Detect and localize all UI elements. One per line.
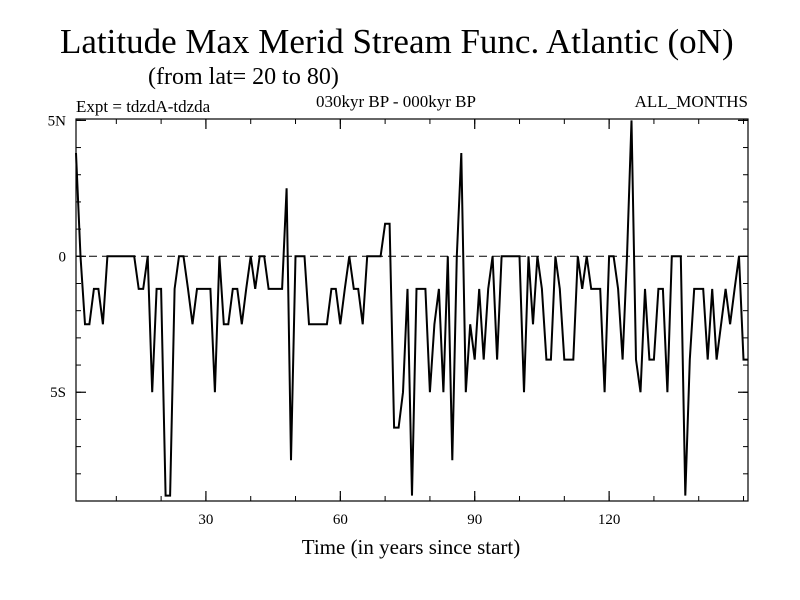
period-label: 030kyr BP - 000kyr BP: [316, 92, 476, 111]
x-axis-label: Time (in years since start): [301, 535, 521, 559]
chart-subtitle: (from lat= 20 to 80): [148, 64, 339, 90]
major-ticks: [76, 119, 748, 501]
y-tick-label: 0: [59, 249, 67, 265]
series-line: [75, 120, 748, 497]
tick-labels: 30 60 90 120 5N 0 5S: [48, 113, 621, 528]
experiment-label: Expt = tdzdA-tdzda: [76, 97, 211, 116]
x-tick-label: 90: [467, 512, 482, 528]
y-tick-label: 5N: [48, 113, 67, 129]
plot-frame: [75, 118, 749, 502]
x-tick-label: 60: [333, 512, 348, 528]
x-tick-label: 120: [598, 512, 621, 528]
y-tick-label: 5S: [50, 385, 66, 401]
months-label: ALL_MONTHS: [634, 92, 748, 111]
chart-title: Latitude Max Merid Stream Func. Atlantic…: [60, 22, 734, 61]
x-tick-label: 30: [198, 512, 213, 528]
